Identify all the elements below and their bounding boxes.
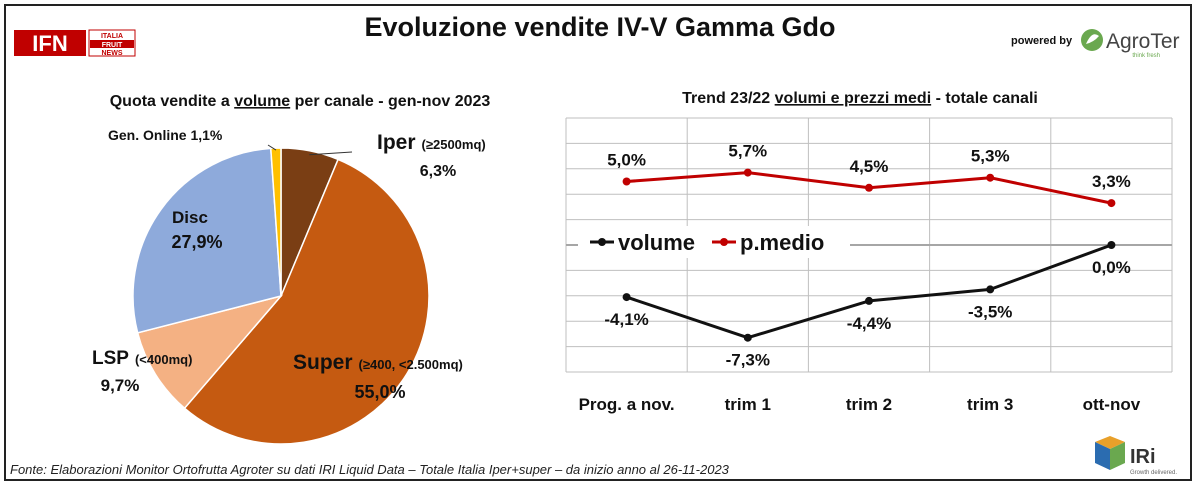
ifn-logo-line2-text: FRUIT bbox=[102, 42, 123, 49]
x-tick-label: Prog. a nov. bbox=[579, 395, 675, 414]
iri-tagline: Growth delivered. bbox=[1130, 470, 1177, 476]
title-part: per canale - gen-nov 2023 bbox=[290, 93, 490, 110]
data-point bbox=[986, 173, 995, 182]
title-underlined-part: volumi e prezzi medi bbox=[775, 90, 931, 107]
title-underlined-part: volume bbox=[234, 93, 290, 110]
pie-chart: Quota vendite a volume per canale - gen-… bbox=[92, 93, 491, 445]
data-point bbox=[622, 293, 631, 302]
data-label: -7,3% bbox=[726, 351, 770, 370]
legend-label-p-medio: p.medio bbox=[740, 230, 824, 255]
pie-label-super-value: 55,0% bbox=[354, 382, 405, 402]
data-point bbox=[1107, 199, 1116, 208]
ifn-logo-text: IFN bbox=[32, 31, 67, 56]
data-label: 5,3% bbox=[971, 147, 1010, 166]
pie-label-disc-value: 27,9% bbox=[171, 232, 222, 252]
title-part: Trend 23/22 bbox=[682, 90, 775, 107]
pie-label-iper-value: 6,3% bbox=[420, 163, 456, 180]
pie-chart-title: Quota vendite a volume per canale - gen-… bbox=[110, 93, 491, 110]
iri-cube-top bbox=[1095, 436, 1125, 449]
ifn-logo-band bbox=[90, 40, 134, 48]
agroter-logo-text: AgroTer bbox=[1106, 30, 1180, 53]
iri-logo: IRi Growth delivered. bbox=[1095, 436, 1177, 476]
ifn-logo-background bbox=[14, 30, 86, 56]
iri-cube-left bbox=[1095, 442, 1110, 470]
pie-label-online: Gen. Online 1,1% bbox=[108, 127, 223, 143]
data-point bbox=[743, 168, 752, 177]
x-tick-label: trim 3 bbox=[967, 395, 1013, 414]
data-label: 0,0% bbox=[1092, 258, 1131, 277]
pie-label-disc-name: Disc bbox=[172, 208, 208, 227]
legend-swatch-marker bbox=[598, 238, 606, 246]
data-point bbox=[865, 183, 873, 192]
data-point bbox=[1107, 241, 1116, 249]
line-chart-title: Trend 23/22 volumi e prezzi medi - total… bbox=[682, 90, 1038, 107]
title-part: Quota vendite a bbox=[110, 93, 234, 110]
data-label: 5,7% bbox=[728, 142, 767, 161]
data-point bbox=[743, 333, 752, 342]
data-label: -4,4% bbox=[847, 314, 891, 333]
ifn-logo-line1: ITALIA bbox=[101, 33, 123, 40]
pie-label-lsp-name: LSP (<400mq) bbox=[92, 348, 192, 369]
powered-by-label: powered by bbox=[1011, 35, 1073, 47]
agroter-tagline: think fresh bbox=[1132, 53, 1160, 59]
pie-label-iper-name: Iper (≥2500mq) bbox=[377, 131, 486, 154]
pie-slice-super bbox=[183, 158, 430, 445]
online-leader-line bbox=[267, 144, 277, 151]
iri-cube-right bbox=[1110, 442, 1125, 470]
pie-label-lsp-value: 9,7% bbox=[101, 376, 140, 395]
iri-logo-text: IRi bbox=[1130, 446, 1156, 468]
line-chart: Trend 23/22 volumi e prezzi medi - total… bbox=[565, 90, 1173, 414]
pie-slice-gen-online bbox=[269, 147, 282, 297]
data-label: -4,1% bbox=[604, 310, 648, 329]
agroter-logo: AgroTer think fresh bbox=[1081, 29, 1180, 59]
source-note: Fonte: Elaborazioni Monitor Ortofrutta A… bbox=[10, 462, 729, 477]
x-tick-label: trim 1 bbox=[725, 395, 771, 414]
data-label: 4,5% bbox=[850, 157, 889, 176]
data-point bbox=[986, 285, 995, 294]
title-part: - totale canali bbox=[931, 90, 1038, 107]
ifn-logo: IFN ITALIA FRUIT FRUIT NEWS bbox=[14, 29, 136, 57]
legend-swatch-marker bbox=[720, 238, 728, 246]
agroter-leaf-shape bbox=[1086, 34, 1099, 44]
legend-label-volume: volume bbox=[618, 230, 695, 255]
pie-label-super-name: Super (≥400, <2.500mq) bbox=[293, 351, 463, 374]
x-tick-label: trim 2 bbox=[846, 395, 892, 414]
pie-slice-disc bbox=[132, 147, 282, 334]
data-point bbox=[865, 296, 873, 305]
data-label: -3,5% bbox=[968, 302, 1012, 321]
data-label: 3,3% bbox=[1092, 172, 1131, 191]
x-tick-label: ott-nov bbox=[1083, 395, 1141, 414]
page-title: Evoluzione vendite IV-V Gamma Gdo bbox=[364, 12, 836, 42]
data-point bbox=[622, 177, 631, 186]
chart-frame bbox=[4, 4, 1192, 481]
data-label: 5,0% bbox=[607, 151, 646, 170]
ifn-logo-line3: NEWS bbox=[102, 50, 123, 57]
iper-leader-line bbox=[309, 151, 353, 156]
